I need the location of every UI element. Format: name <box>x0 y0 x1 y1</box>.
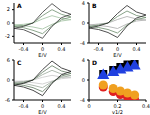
svg-text:4: 4 <box>82 0 85 6</box>
svg-text:2: 2 <box>8 6 10 12</box>
svg-text:-0.4: -0.4 <box>19 103 29 109</box>
html-text:B: B <box>92 2 97 9</box>
svg-text:v1/2: v1/2 <box>112 109 123 114</box>
svg-text:6: 6 <box>8 57 10 63</box>
svg-text:E/V: E/V <box>38 109 47 114</box>
svg-text:-2: -2 <box>8 33 10 39</box>
svg-text:E/V: E/V <box>113 52 122 57</box>
svg-text:0: 0 <box>41 46 44 52</box>
svg-text:4: 4 <box>82 57 85 63</box>
svg-text:-0.4: -0.4 <box>94 46 104 52</box>
svg-text:0: 0 <box>8 77 10 83</box>
svg-text:0.4: 0.4 <box>58 46 66 52</box>
svg-text:-4: -4 <box>80 40 85 46</box>
svg-text:-0.4: -0.4 <box>19 46 29 52</box>
svg-text:0: 0 <box>87 103 90 109</box>
svg-text:E/V: E/V <box>38 52 47 57</box>
svg-text:0.4: 0.4 <box>133 46 141 52</box>
html-text:D: D <box>92 59 97 66</box>
svg-text:-6: -6 <box>8 97 10 103</box>
svg-text:0: 0 <box>116 46 119 52</box>
svg-text:0: 0 <box>82 20 85 26</box>
svg-text:0: 0 <box>8 20 10 26</box>
svg-text:0.2: 0.2 <box>114 103 122 109</box>
svg-text:-4: -4 <box>80 97 85 103</box>
svg-text:0: 0 <box>41 103 44 109</box>
html-text:C: C <box>17 59 22 66</box>
svg-text:0.4: 0.4 <box>58 103 66 109</box>
html-text:A: A <box>17 2 22 9</box>
svg-text:0: 0 <box>82 77 85 83</box>
